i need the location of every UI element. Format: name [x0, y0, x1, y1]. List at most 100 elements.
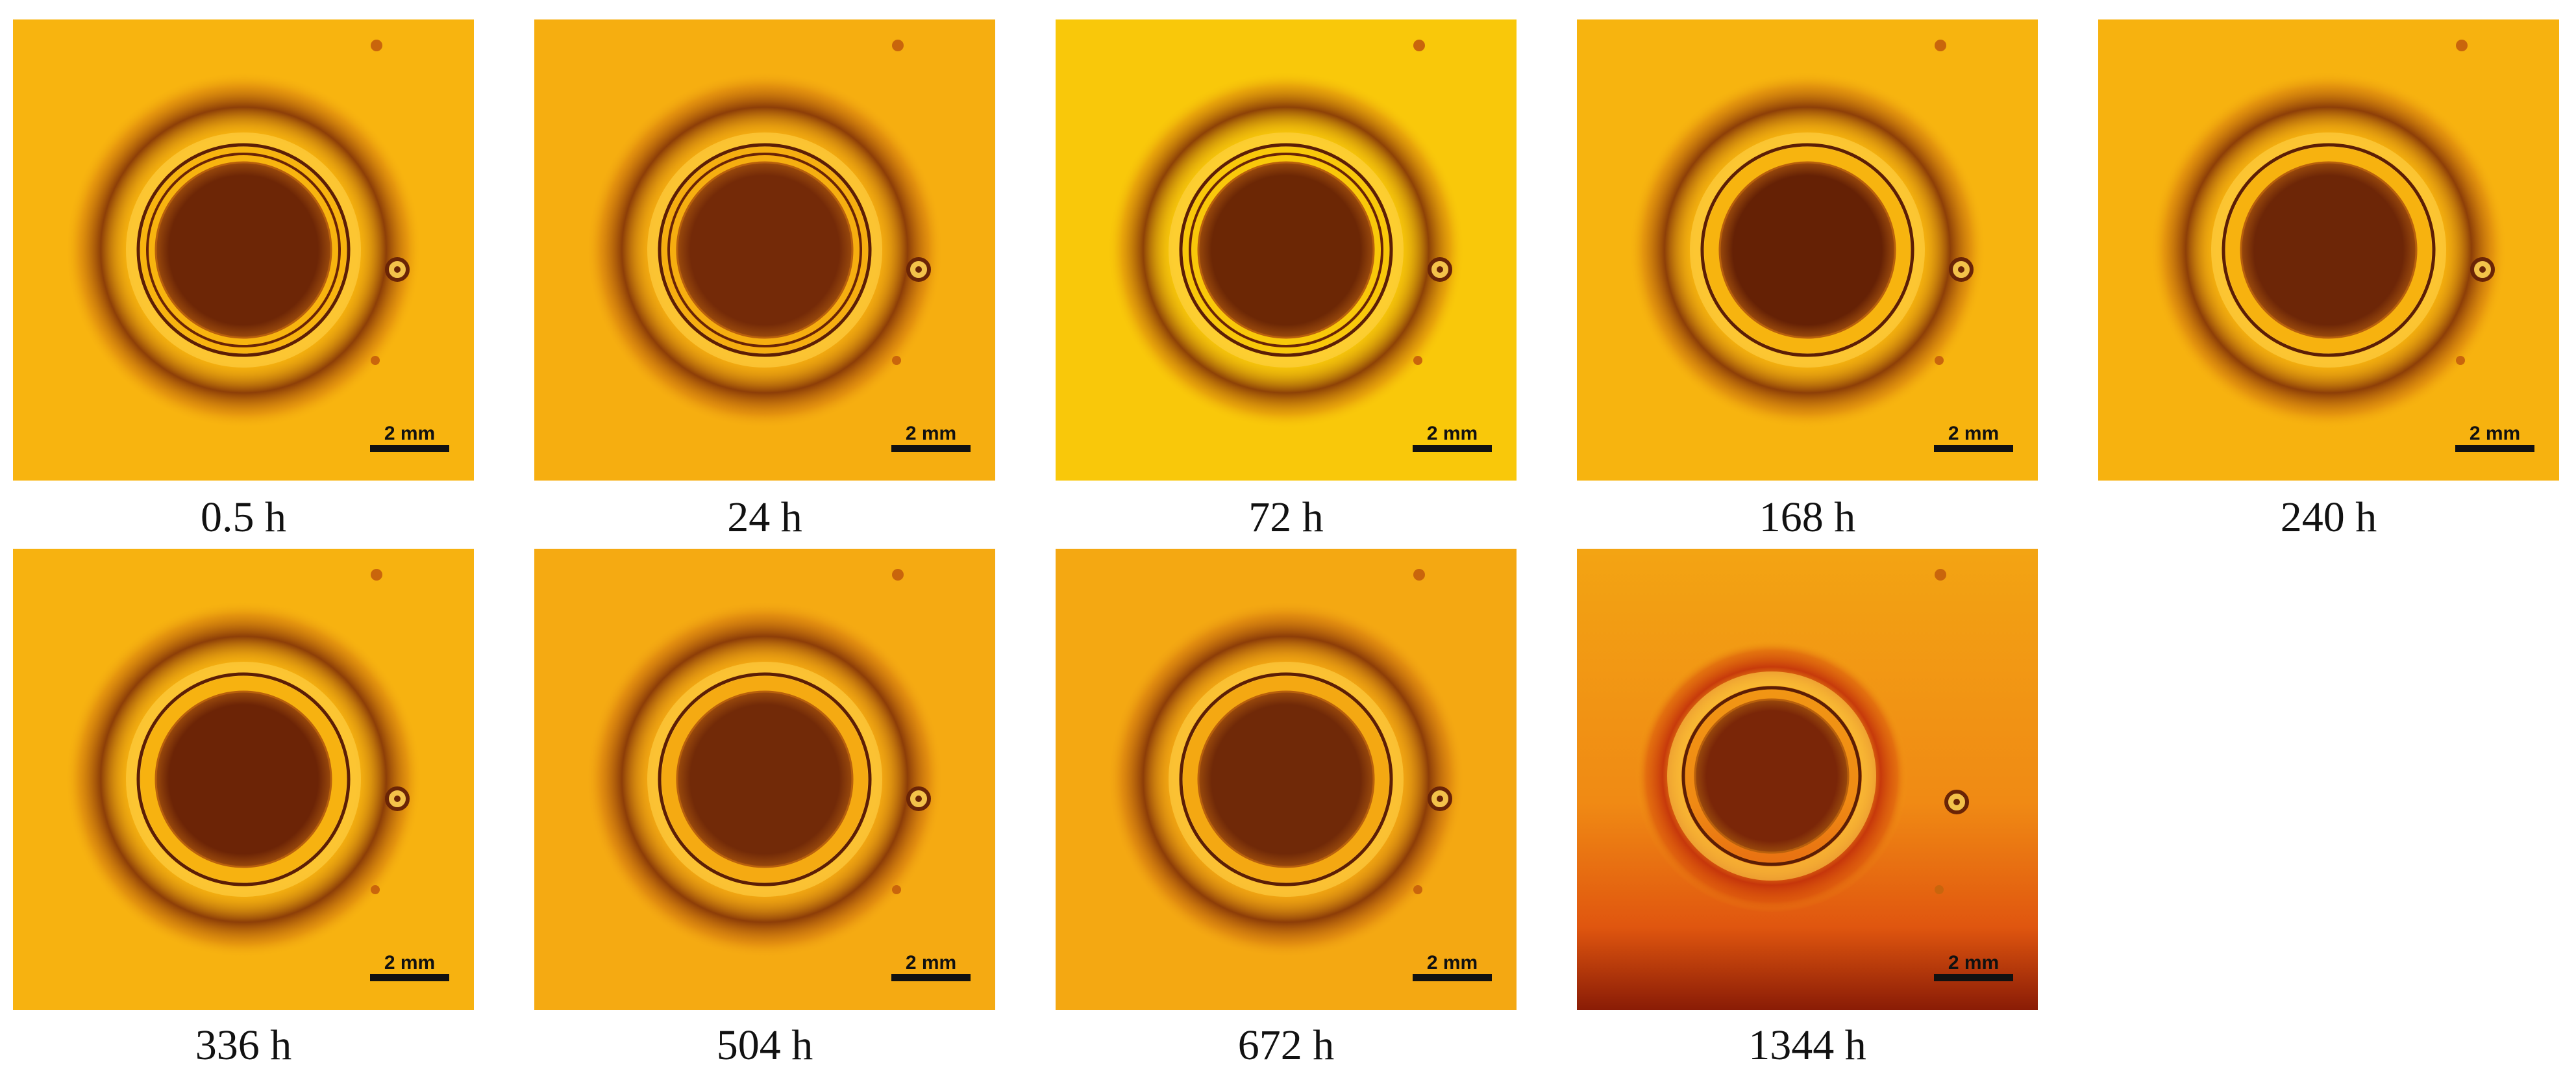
ring-line [136, 672, 351, 886]
speck [371, 569, 382, 581]
dark-core [676, 161, 854, 339]
dark-core [1197, 161, 1375, 339]
scale-bar: 2 mm [1934, 424, 2013, 452]
bubble-center [1958, 266, 1964, 273]
time-label: 0.5 h [201, 494, 286, 541]
droplet-image [13, 549, 474, 1010]
droplet-image [1056, 549, 1517, 1010]
speck [1413, 569, 1425, 581]
scale-bar-line [370, 445, 449, 452]
scale-bar-label: 2 mm [905, 423, 957, 444]
droplet-image [1577, 549, 2038, 1010]
scale-bar-line [1934, 445, 2013, 452]
bright-ring [126, 662, 361, 897]
speck [892, 356, 901, 365]
scale-bar-label: 2 mm [1426, 423, 1478, 444]
micrograph-panel: 2 mm [1056, 19, 1517, 481]
bright-ring [647, 662, 882, 897]
ring-line [1179, 143, 1393, 357]
speck [1413, 40, 1425, 51]
ring-line [1700, 143, 1914, 357]
bubble-center [1437, 266, 1443, 273]
speck [1935, 356, 1944, 365]
bubble-center [915, 796, 922, 802]
bright-ring [2211, 132, 2446, 368]
speck [1413, 885, 1422, 894]
speck [892, 569, 904, 581]
scale-bar-line [1413, 974, 1492, 981]
speck [1935, 885, 1944, 894]
micrograph-panel: 2 mm [2098, 19, 2559, 481]
speck [371, 356, 380, 365]
scale-bar-label: 2 mm [905, 952, 957, 973]
ring-line [2222, 143, 2436, 357]
droplet-image [1056, 19, 1517, 481]
micrograph-panel: 2 mm [13, 549, 474, 1010]
bubble-center [1437, 796, 1443, 802]
scale-bar: 2 mm [1413, 424, 1492, 452]
ring-line [146, 153, 341, 347]
bubble-center [2479, 266, 2486, 273]
scale-bar-label: 2 mm [384, 952, 436, 973]
micrograph-panel: 2 mm [534, 19, 995, 481]
ring-line [667, 153, 862, 347]
ring-line [1681, 686, 1862, 866]
scale-bar-label: 2 mm [1948, 952, 2000, 973]
dark-core [1197, 690, 1375, 868]
ring-line [1179, 672, 1393, 886]
time-label: 240 h [2280, 494, 2377, 541]
droplet-image [2098, 19, 2559, 481]
scale-bar-label: 2 mm [1426, 952, 1478, 973]
speck [1935, 569, 1946, 581]
time-label: 1344 h [1748, 1022, 1866, 1069]
dark-core [2240, 161, 2418, 339]
speck [371, 885, 380, 894]
bright-ring [1690, 132, 1925, 368]
speck [1413, 356, 1422, 365]
scale-bar-line [891, 445, 971, 452]
scale-bar-label: 2 mm [2469, 423, 2521, 444]
ring-line [1189, 153, 1383, 347]
bright-ring [1667, 671, 1876, 881]
scale-bar-line [1934, 974, 2013, 981]
bright-ring [1169, 662, 1404, 897]
droplet-image [534, 19, 995, 481]
scale-bar: 2 mm [891, 424, 971, 452]
scale-bar: 2 mm [2455, 424, 2534, 452]
micrograph-panel: 2 mm [1056, 549, 1517, 1010]
time-label: 504 h [716, 1022, 813, 1069]
speck [892, 885, 901, 894]
scale-bar-line [1413, 445, 1492, 452]
bright-ring [126, 132, 361, 368]
bubble-center [394, 266, 401, 273]
ring-line [658, 143, 872, 357]
time-label: 24 h [727, 494, 802, 541]
ring-line [136, 143, 351, 357]
scale-bar: 2 mm [370, 424, 449, 452]
micrograph-panel: 2 mm [1577, 19, 2038, 481]
time-label: 72 h [1248, 494, 1324, 541]
scale-bar-line [891, 974, 971, 981]
scale-bar-label: 2 mm [384, 423, 436, 444]
scale-bar: 2 mm [891, 953, 971, 981]
scale-bar: 2 mm [1413, 953, 1492, 981]
scale-bar-label: 2 mm [1948, 423, 2000, 444]
droplet-image [1577, 19, 2038, 481]
bright-ring [647, 132, 882, 368]
speck [1935, 40, 1946, 51]
time-label: 168 h [1759, 494, 1856, 541]
scale-bar-line [370, 974, 449, 981]
time-label: 672 h [1237, 1022, 1335, 1069]
dark-core [1718, 161, 1896, 339]
dark-core [155, 690, 332, 868]
micrograph-panel: 2 mm [13, 19, 474, 481]
droplet-image [13, 19, 474, 481]
speck [892, 40, 904, 51]
micrograph-panel: 2 mm [1577, 549, 2038, 1010]
bubble-center [915, 266, 922, 273]
scale-bar-line [2455, 445, 2534, 452]
dark-core [676, 690, 854, 868]
bright-ring [1169, 132, 1404, 368]
scale-bar: 2 mm [1934, 953, 2013, 981]
